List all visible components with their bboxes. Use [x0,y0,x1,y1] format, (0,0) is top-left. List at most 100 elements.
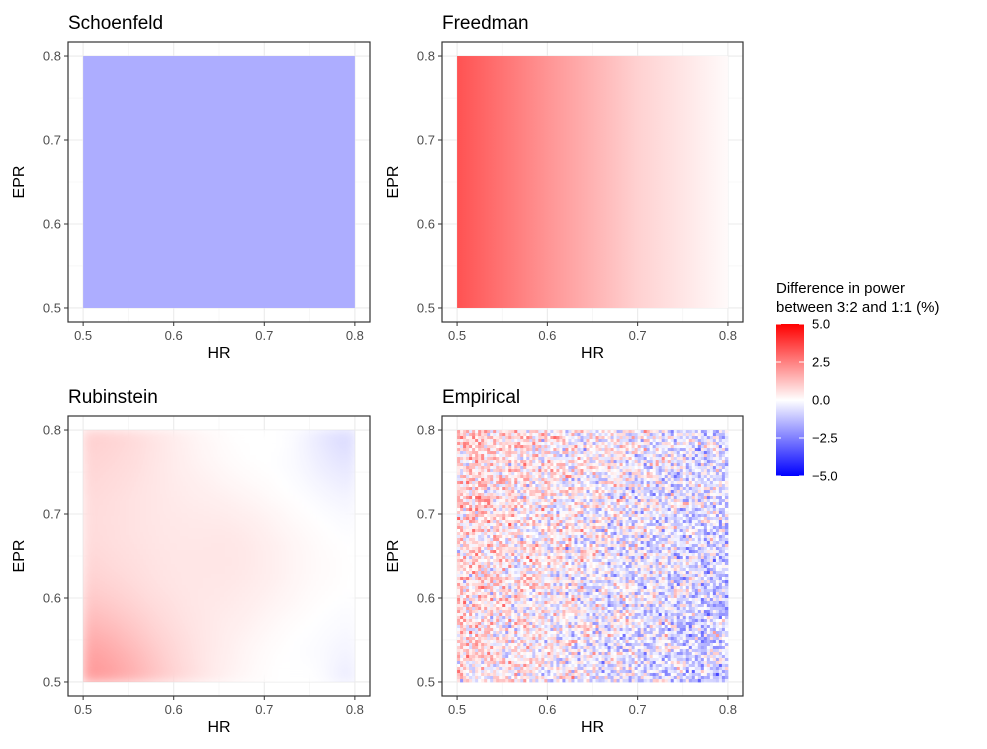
heatmap-cell [559,640,562,643]
heatmap-cell [466,637,469,640]
heatmap-cell [508,616,511,619]
heatmap-cell [583,466,586,469]
heatmap-cell [490,607,493,610]
heatmap-cell [517,436,520,439]
heatmap-cell [493,562,496,565]
heatmap-cell [484,598,487,601]
heatmap-cell [553,598,556,601]
heatmap-cell [538,580,541,583]
heatmap-cell [538,439,541,442]
heatmap-cell [481,478,484,481]
heatmap-cell [589,646,592,649]
heatmap-cell [514,505,517,508]
heatmap-cell [599,586,602,589]
heatmap-cell [472,430,475,433]
heatmap-cell [589,493,592,496]
heatmap-cell [460,556,463,559]
heatmap-cell [577,481,580,484]
heatmap-cell [490,526,493,529]
heatmap-cell [535,667,538,670]
heatmap-cell [541,670,544,673]
heatmap-cell [571,676,574,679]
heatmap-cell [596,475,599,478]
heatmap-cell [586,454,589,457]
heatmap-cell [487,634,490,637]
heatmap-cell [556,457,559,460]
heatmap-cell [541,583,544,586]
heatmap-cell [481,670,484,673]
heatmap-cell [605,622,608,625]
heatmap-cell [577,571,580,574]
heatmap-cell [553,430,556,433]
heatmap-cell [523,511,526,514]
heatmap-cell [511,670,514,673]
heatmap-cell [605,625,608,628]
heatmap-cell [535,649,538,652]
heatmap-cell [532,520,535,523]
heatmap-cell [463,625,466,628]
heatmap-cell [593,607,596,610]
heatmap-cell [529,586,532,589]
heatmap-cell [520,667,523,670]
heatmap-cell [586,592,589,595]
heatmap-cell [593,664,596,667]
heatmap-cell [496,481,499,484]
heatmap-cell [520,445,523,448]
heatmap-cell [478,571,481,574]
heatmap-cell [565,661,568,664]
heatmap-cell [523,553,526,556]
heatmap-cell [541,607,544,610]
heatmap-cell [553,667,556,670]
heatmap-cell [463,571,466,574]
heatmap-cell [559,583,562,586]
heatmap-cell [568,562,571,565]
heatmap-cell [493,433,496,436]
heatmap-cell [466,547,469,550]
heatmap-cell [599,463,602,466]
heatmap-cell [490,439,493,442]
heatmap-cell [532,532,535,535]
heatmap-cell [553,481,556,484]
heatmap-cell [487,658,490,661]
heatmap-cell [532,580,535,583]
heatmap-cell [593,496,596,499]
heatmap-cell [608,433,611,436]
heatmap-cell [508,595,511,598]
heatmap-cell [538,475,541,478]
heatmap-cell [544,616,547,619]
heatmap-cell [586,661,589,664]
heatmap-cell [493,631,496,634]
heatmap-cell [484,562,487,565]
heatmap-cell [457,562,460,565]
heatmap-cell [580,508,583,511]
heatmap-cell [544,526,547,529]
heatmap-cell [466,556,469,559]
heatmap-cell [580,457,583,460]
heatmap-cell [466,535,469,538]
heatmap-cell [529,490,532,493]
heatmap-cell [608,598,611,601]
heatmap-cell [544,577,547,580]
heatmap-cell [568,541,571,544]
heatmap-cell [484,535,487,538]
heatmap-cell [553,640,556,643]
heatmap-cell [532,517,535,520]
heatmap-cell [535,460,538,463]
heatmap-cell [586,652,589,655]
heatmap-cell [499,649,502,652]
heatmap-cell [457,679,460,682]
heatmap-cell [493,667,496,670]
heatmap-cell [523,550,526,553]
heatmap-cell [547,613,550,616]
heatmap-cell [475,460,478,463]
heatmap-cell [487,430,490,433]
heatmap-cell [529,604,532,607]
heatmap-cell [532,514,535,517]
heatmap-cell [574,442,577,445]
heatmap-cell [499,517,502,520]
heatmap-cell [529,634,532,637]
heatmap-cell [505,580,508,583]
heatmap-cell [505,451,508,454]
heatmap-cell [499,598,502,601]
